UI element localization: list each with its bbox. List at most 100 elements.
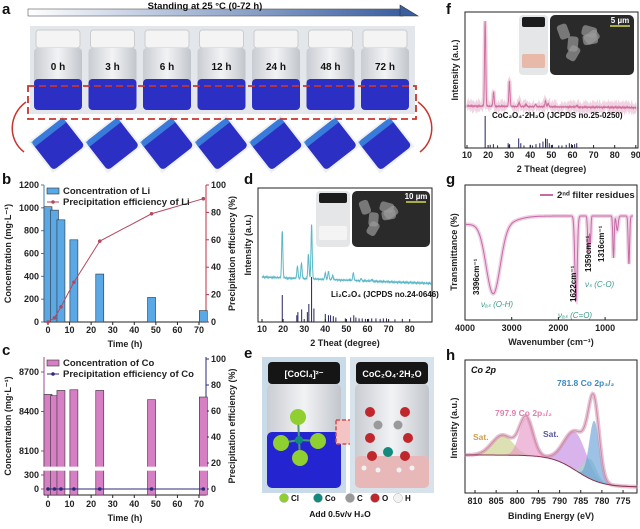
satellite-label: Sat. xyxy=(473,432,489,442)
vial: 12 h xyxy=(197,29,246,110)
y-tick-label: 0 xyxy=(34,317,39,327)
y2-tick-label: 0 xyxy=(211,484,216,494)
efficiency-point xyxy=(201,196,206,201)
x-tick-label: 1000 xyxy=(595,323,615,333)
vial-time-label: 12 h xyxy=(211,62,231,73)
inset-vial-cap xyxy=(522,17,545,27)
vial-cap xyxy=(253,29,299,49)
efficiency-point xyxy=(46,320,50,324)
x-tick-label: 70 xyxy=(194,325,204,335)
vial-time-label: 72 h xyxy=(375,62,395,73)
legend-line-marker xyxy=(51,200,55,204)
vial: 48 h xyxy=(306,29,355,110)
band-label: 3396cm⁻¹ xyxy=(472,258,481,295)
peak-label-2p32: 781.8 Co 2p₃/₂ xyxy=(557,378,615,388)
inset-vial-powder xyxy=(522,54,545,68)
vial: 3 h xyxy=(88,29,137,110)
x-tick-label: 810 xyxy=(467,496,482,506)
panel-label-e: e xyxy=(244,345,252,362)
highlight-dashed-box xyxy=(27,85,417,120)
x-tick-label: 80 xyxy=(405,324,415,334)
y2-tick-label: 60 xyxy=(211,235,221,245)
peak-label-2p12: 797.9 Co 2p₁/₂ xyxy=(495,408,552,418)
x-axis-label: 2 Theat (degree) xyxy=(310,338,380,348)
x-tick-label: 40 xyxy=(129,499,139,509)
atom-o xyxy=(400,407,410,417)
legend-atom-label: C xyxy=(357,494,363,503)
legend-label: Precipitation efficiency of Li xyxy=(63,197,190,208)
cl-atom xyxy=(292,450,308,466)
spectrum-title: Co 2p xyxy=(471,365,497,375)
panel-label-c: c xyxy=(2,342,10,359)
curved-arrow-right xyxy=(417,101,433,153)
x-tick-label: 60 xyxy=(567,150,577,160)
vial-liquid xyxy=(252,79,300,110)
atom-h xyxy=(396,467,402,473)
plot-frame xyxy=(464,359,638,494)
vial-liquid xyxy=(355,456,429,488)
panel-c: c 0 10 20 30 40 50 60 70 0 300 8100 8400 8700 0 20 40 60 8… xyxy=(2,342,237,523)
y2-tick-label: 60 xyxy=(211,406,221,416)
bar xyxy=(147,399,156,496)
bar xyxy=(56,390,66,496)
panel-label-h: h xyxy=(446,347,455,364)
efficiency-point xyxy=(52,316,57,320)
caption: Add 0.5v/v H₂O xyxy=(309,509,371,519)
x-tick-label: 0 xyxy=(45,325,50,335)
tilted-vial-meniscus xyxy=(249,117,285,147)
band-assignment: νₛ (C-O) xyxy=(585,280,615,289)
x-tick-label: 20 xyxy=(483,150,493,160)
bar xyxy=(95,273,105,323)
atom-o xyxy=(403,433,413,443)
tilted-vial xyxy=(28,114,88,174)
vial-liquid xyxy=(88,79,137,110)
panel-label-b: b xyxy=(2,171,11,188)
tilted-vial xyxy=(355,114,415,174)
vial-time-label: 48 h xyxy=(320,62,340,73)
legend-atom-o-icon xyxy=(370,493,380,503)
y2-tick-label: 80 xyxy=(211,207,221,217)
vial-cap xyxy=(90,29,135,49)
atom-o xyxy=(365,433,375,443)
band-label: 1359cm⁻¹ xyxy=(584,235,593,272)
y-axis-label: Intensity (a.u.) xyxy=(243,214,253,275)
timeline-arrow-head xyxy=(399,4,420,17)
panel-d: d 10 µm Li₂C₂O₄ (JCPDS no.24-0646) 10 20 30 40… xyxy=(243,171,439,348)
bar xyxy=(147,297,156,323)
y2-axis-label: Precipitation efficiency (%) xyxy=(227,368,237,483)
vial-liquid xyxy=(361,79,409,110)
x-tick-label: 0 xyxy=(45,499,50,509)
tilted-vial-meniscus xyxy=(140,117,176,147)
y2-tick-label: 40 xyxy=(211,262,221,272)
efficiency-point xyxy=(149,487,154,491)
vial-time-label: 24 h xyxy=(266,62,286,73)
sem-particle xyxy=(379,201,395,214)
x-tick-label: 780 xyxy=(594,496,609,506)
tilted-vial-meniscus xyxy=(194,117,230,147)
x-tick-label: 30 xyxy=(299,324,309,334)
sem-particle xyxy=(358,199,372,215)
legend-atom-label: Cl xyxy=(291,494,299,503)
y-axis-label: Concentration (mg·L⁻¹) xyxy=(3,376,13,475)
vial-cocl4: [CoCl₄]²⁻ xyxy=(262,357,346,493)
y-axis-label: Intensity (a.u.) xyxy=(449,397,459,458)
sem-particle xyxy=(581,25,598,38)
efficiency-point xyxy=(46,487,50,491)
atom-o xyxy=(400,451,410,461)
vial: 24 h xyxy=(252,29,300,110)
sem-particle xyxy=(366,221,380,237)
efficiency-point xyxy=(149,211,154,216)
x-tick-label: 3000 xyxy=(502,323,522,333)
legend-atom-h-icon xyxy=(393,493,403,503)
co-atom xyxy=(295,436,303,444)
atom-h xyxy=(409,465,415,471)
efficiency-point xyxy=(72,487,76,491)
x-tick-label: 40 xyxy=(525,150,535,160)
fit-component xyxy=(464,435,638,487)
tilted-vial-meniscus xyxy=(31,117,67,147)
atom-h xyxy=(361,465,367,471)
legend-line-marker xyxy=(51,372,55,376)
x-tick-label: 2000 xyxy=(548,323,568,333)
